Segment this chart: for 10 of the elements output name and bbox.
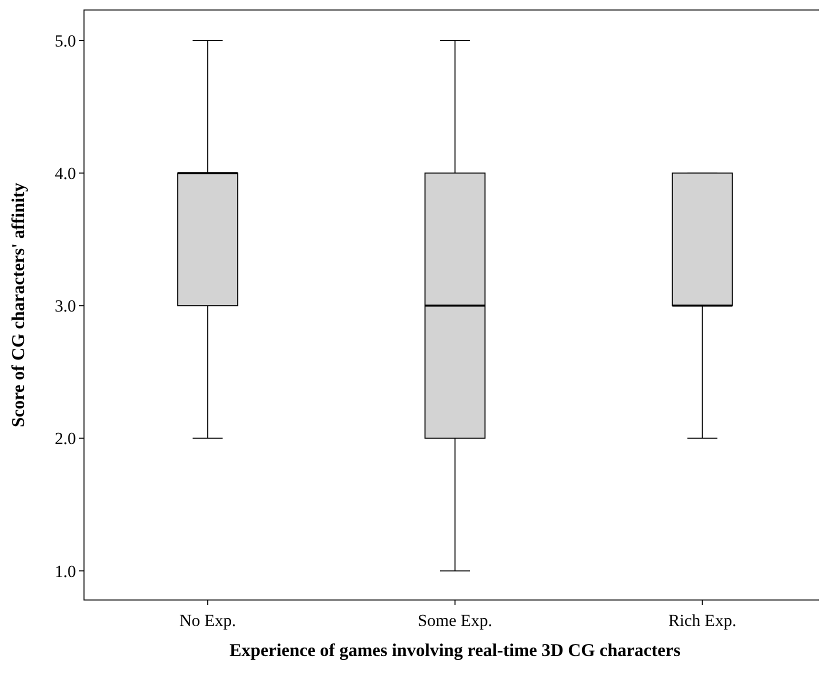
y-axis-title: Score of CG characters' affinity (8, 182, 28, 428)
y-tick-label: 5.0 (54, 31, 76, 50)
y-tick-label: 3.0 (54, 296, 76, 316)
x-tick-label: Some Exp. (418, 611, 492, 630)
y-tick-label: 2.0 (54, 429, 76, 448)
x-tick-label: Rich Exp. (668, 611, 736, 630)
y-tick-label: 1.0 (54, 562, 76, 581)
y-tick-label: 4.0 (54, 164, 76, 184)
x-axis-title: Experience of games involving real-time 3D CG characters (229, 640, 681, 660)
x-tick-label: No Exp. (179, 611, 236, 630)
